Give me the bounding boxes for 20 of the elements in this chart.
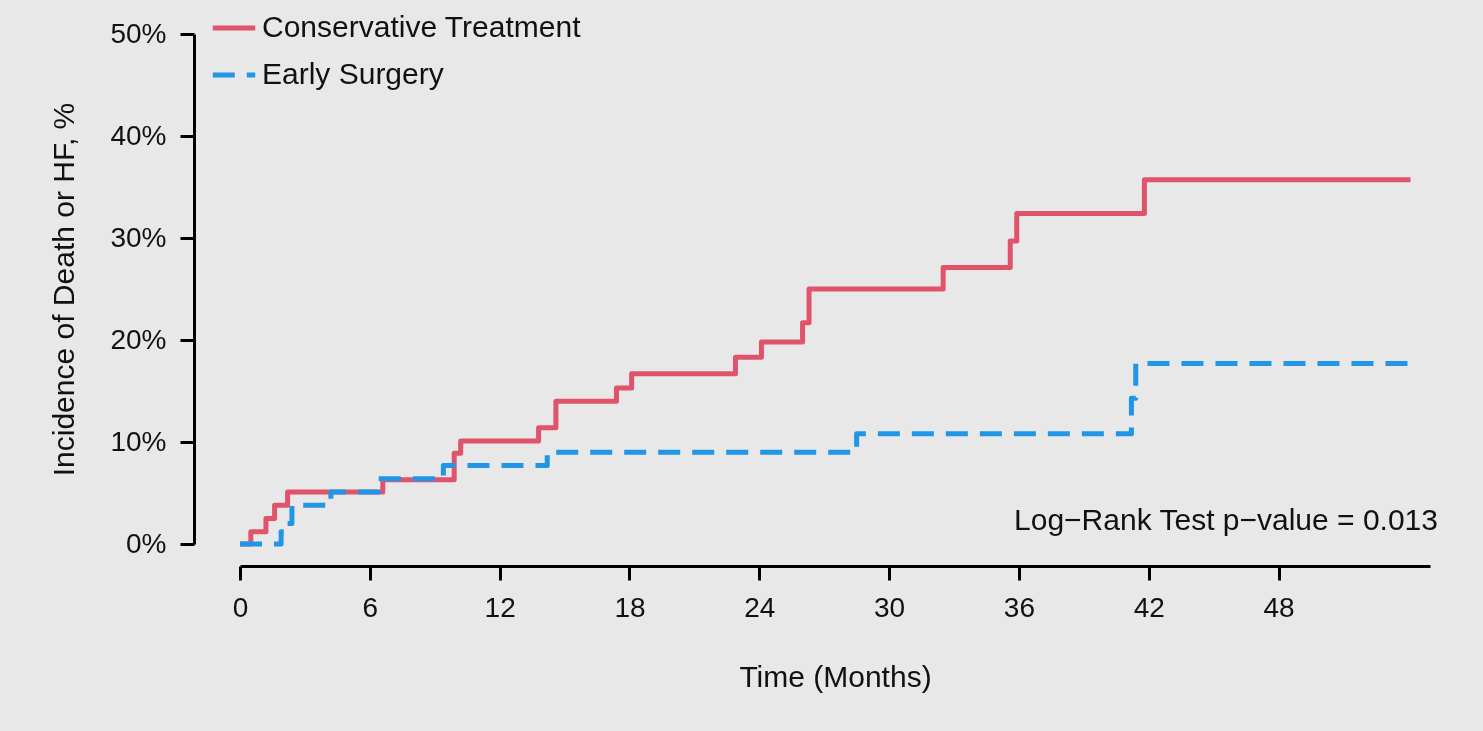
y-tick-label: 0% [126, 527, 167, 559]
y-tick-label: 30% [110, 221, 167, 253]
x-tick-label: 36 [1003, 591, 1035, 623]
legend-label: Conservative Treatment [262, 10, 582, 43]
x-tick-label: 48 [1263, 591, 1295, 623]
x-tick-label: 30 [874, 591, 906, 623]
x-tick-label: 6 [362, 591, 379, 623]
x-tick-label: 24 [744, 591, 776, 623]
x-tick-label: 18 [614, 591, 646, 623]
y-tick-label: 20% [110, 323, 167, 355]
x-tick-label: 0 [232, 591, 249, 623]
annotation: Log−Rank Test p−value = 0.013 [1014, 503, 1438, 536]
legend-label: Early Surgery [262, 57, 444, 90]
x-tick-label: 12 [484, 591, 516, 623]
y-axis-title: Incidence of Death or HF, % [47, 102, 81, 477]
x-axis-title: Time (Months) [739, 659, 932, 693]
y-tick-label: 10% [110, 425, 167, 457]
y-tick-label: 40% [110, 119, 167, 151]
x-tick-label: 42 [1133, 591, 1165, 623]
y-tick-label: 50% [110, 17, 167, 49]
